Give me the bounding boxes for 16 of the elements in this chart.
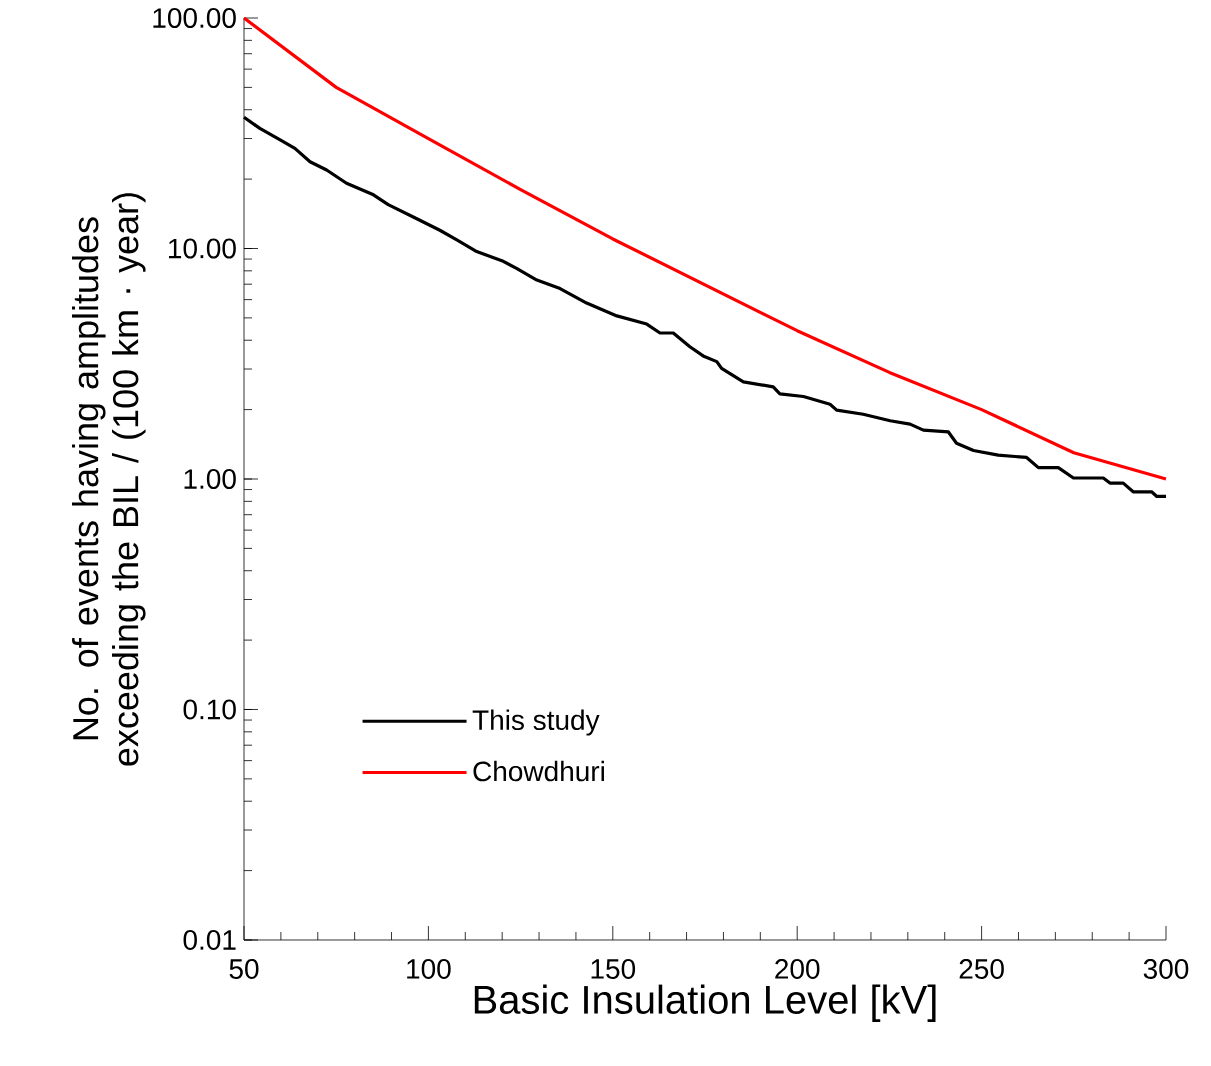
x-tick-label: 150 bbox=[591, 959, 636, 979]
y-tick-label: 0.01 bbox=[183, 930, 236, 950]
x-axis-title: Basic Insulation Level [kV] bbox=[474, 984, 936, 1022]
x-tick-label: 300 bbox=[1143, 959, 1189, 979]
x-tick-label: 100 bbox=[407, 959, 451, 979]
x-tick-label: 50 bbox=[229, 959, 259, 979]
y-axis-title: No. of events having amplitudes exceeding the BIL / (100 km · year) bbox=[72, 193, 146, 766]
y-tick-label: 100.00 bbox=[153, 8, 236, 28]
line-series bbox=[242, 16, 1168, 481]
y-tick-label: 1.00 bbox=[184, 469, 236, 489]
y-tick-label: 10.00 bbox=[169, 238, 236, 259]
x-tick-label: 200 bbox=[775, 959, 820, 979]
legend-label: Chowdhuri bbox=[473, 760, 604, 782]
y-tick-label: 0.10 bbox=[183, 699, 236, 720]
legend-label: This study bbox=[472, 709, 600, 736]
x-tick-label: 250 bbox=[959, 959, 1004, 979]
